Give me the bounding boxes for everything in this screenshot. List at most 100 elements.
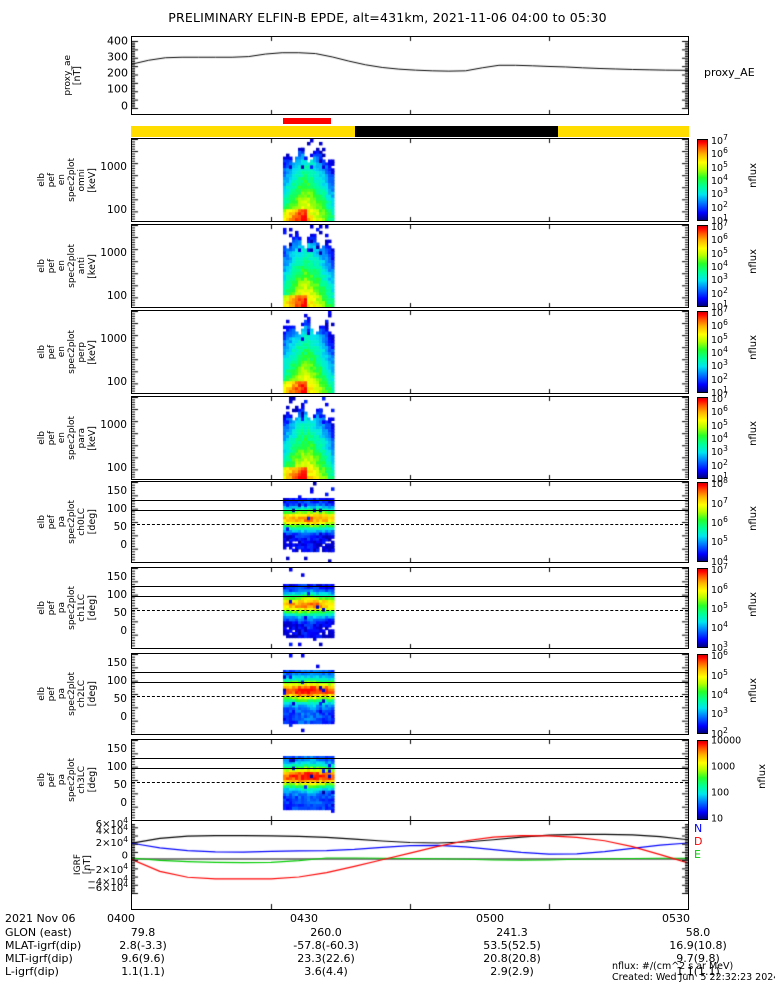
spectrogram-image — [132, 740, 688, 820]
colorbar-tick-label: 108 — [711, 476, 728, 491]
panel-pitchangle-ch2LC — [131, 653, 689, 735]
colorbar-tick-label: 102 — [711, 457, 728, 472]
colorbar-tick-label: 101 — [711, 384, 728, 399]
panel-pitchangle-ch3LC-colorbar-ticks: 10000 1000 100 10 — [711, 736, 753, 825]
colorbar-tick-label: 102 — [711, 725, 728, 740]
ylabel-word: pa — [57, 602, 67, 614]
y-tick-label: 0 — [120, 625, 127, 638]
y-tick-label: 0 — [120, 797, 127, 810]
colorbar-tick-label: 104 — [711, 172, 728, 188]
panel-energy-perp-colorbar-label: nflux — [748, 335, 759, 361]
status-segment-2 — [557, 126, 689, 137]
y-tick-label: 150 — [106, 571, 127, 584]
meta-value-r3-c0: 1.1(1.1) — [121, 965, 165, 978]
y-tick-label: 100 — [106, 375, 127, 388]
page-title: PRELIMINARY ELFIN-B EPDE, alt=431km, 202… — [168, 10, 607, 25]
footer-created-timestamp: Created: Wed Jun 5 22:32:23 2024 — [612, 972, 775, 983]
y-tick-label: 1000 — [100, 246, 127, 259]
ylabel-word: para — [77, 427, 87, 449]
meta-value-r2-c1: 23.3(22.6) — [297, 952, 355, 965]
colorbar-tick-label: 105 — [711, 331, 728, 346]
panel-energy-para-colorbar-label: nflux — [748, 421, 759, 447]
meta-value-r0-c0: 79.8 — [130, 926, 156, 939]
colorbar-tick-label: 103 — [711, 186, 728, 201]
colorbar-tick-label: 103 — [711, 639, 728, 654]
ylabel-word: elb — [37, 515, 47, 529]
panel-pitchangle-ch0LC-colorbar — [697, 482, 708, 562]
panel-energy-anti-colorbar-ticks: 107 106 105 104 103 102 101 — [711, 219, 753, 313]
reference-line — [132, 500, 688, 501]
y-tick-label: 100 — [106, 461, 127, 474]
colorbar-tick-label: 104 — [711, 686, 728, 702]
y-tick-label: 300 — [107, 50, 128, 64]
meta-value-r1-c1: -57.8(-60.3) — [293, 939, 359, 952]
colorbar-tick-label: 106 — [711, 146, 728, 161]
colorbar-tick-label: 104 — [711, 430, 728, 446]
panel-pitchangle-ch0LC-colorbar-ticks: 108 107 106 105 104 — [711, 476, 753, 568]
igrf-legend-item-D: D — [694, 835, 703, 848]
colorbar-tick-label: 103 — [711, 444, 728, 459]
colorbar-tick-label: 104 — [711, 620, 728, 635]
ylabel-word: en — [57, 432, 67, 444]
panel-pitchangle-ch0LC-yticks: 150 100 50 0 — [95, 481, 127, 563]
colorbar-tick-label: 106 — [711, 232, 728, 247]
colorbar-tick-label: 10 — [711, 813, 724, 825]
colorbar-tick-label: 101 — [711, 298, 728, 313]
panel-pitchangle-ch2LC-colorbar-label: nflux — [748, 677, 759, 703]
meta-value-r1-c2: 53.5(52.5) — [483, 939, 541, 952]
panel-energy-anti-ylabel: elb pef en spec2plot anti [keV] — [37, 224, 98, 308]
ylabel-word: ch1LC — [77, 594, 87, 622]
panel-pitchangle-ch0LC — [131, 481, 689, 563]
loss-cone-line — [132, 782, 688, 784]
ylabel-word: elb — [37, 173, 47, 187]
spectrogram-image — [132, 397, 688, 479]
ylabel-word: pef — [47, 172, 57, 188]
colorbar-tick-label: 102 — [711, 199, 728, 214]
colorbar-tick-label: 105 — [711, 417, 728, 432]
ylabel-word: anti — [77, 257, 87, 275]
spectrogram-image — [132, 225, 688, 307]
meta-value-r1-c3: 16.9(10.8) — [669, 939, 727, 952]
panel-energy-para-colorbar — [697, 397, 708, 479]
meta-label-0: GLON (east) — [5, 926, 72, 939]
ylabel-word: pa — [57, 774, 67, 786]
colorbar-tick-label: 105 — [711, 600, 728, 616]
panel-pitchangle-ch2LC-ylabel: elb pef pa spec2plot ch2LC [deg] — [37, 653, 98, 735]
status-marker-red — [283, 118, 331, 124]
proxy-ae-legend-label: proxy_AE — [704, 66, 755, 79]
meta-value-r3-c3: 1.1(1.1) — [676, 965, 720, 978]
colorbar-tick-label: 105 — [711, 245, 728, 260]
panel-energy-perp — [131, 310, 689, 394]
panel-energy-perp-yticks: 1000 100 — [95, 310, 127, 394]
status-segment-0 — [131, 126, 356, 137]
spectrogram-image — [132, 482, 688, 562]
meta-value-r2-c2: 20.8(20.8) — [483, 952, 541, 965]
meta-value-r2-c0: 9.6(9.6) — [121, 952, 165, 965]
y-tick-label: 50 — [113, 779, 127, 792]
panel-pitchangle-ch1LC — [131, 567, 689, 649]
colorbar-tick-label: 102 — [711, 371, 728, 386]
panel-energy-para — [131, 396, 689, 480]
y-tick-label: 2×104 — [95, 834, 128, 850]
panel-igrf — [131, 820, 689, 910]
ylabel-word: ch3LC — [77, 766, 87, 794]
loss-cone-line — [132, 696, 688, 698]
ylabel-word: pef — [47, 686, 57, 702]
y-tick-label: 150 — [106, 657, 127, 670]
reference-line — [132, 586, 688, 587]
panel-energy-perp-colorbar-ticks: 107 106 105 104 103 102 101 — [711, 305, 753, 399]
ylabel-word: spec2plot — [67, 672, 77, 716]
panel-energy-omni-colorbar-ticks: 107 106 105 104 103 102 101 — [711, 133, 753, 227]
colorbar-tick-label: 100 — [711, 787, 730, 799]
reference-line — [132, 758, 688, 759]
ylabel-word: pef — [47, 600, 57, 616]
y-tick-label: 1000 — [100, 160, 127, 173]
meta-value-r0-c1: 260.0 — [310, 926, 342, 939]
loss-cone-line — [132, 524, 688, 526]
y-tick-label: 100 — [106, 289, 127, 302]
ylabel-word: pef — [47, 514, 57, 530]
ylabel-word: elb — [37, 345, 47, 359]
meta-label-1: MLAT-igrf(dip) — [5, 939, 82, 952]
colorbar-tick-label: 103 — [711, 706, 728, 721]
proxy-ae-trace — [132, 37, 688, 114]
